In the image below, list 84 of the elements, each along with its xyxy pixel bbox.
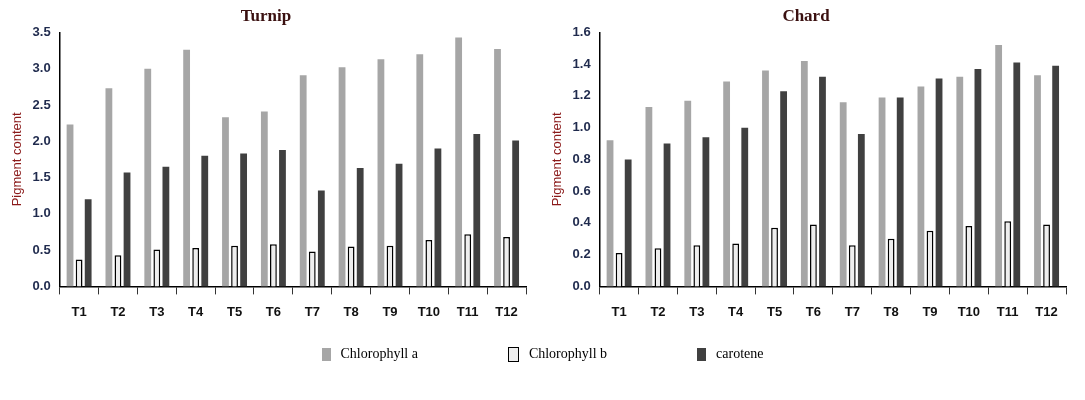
y-tick-label: 3.5 [32, 23, 51, 39]
x-tick-label: T2 [110, 303, 126, 319]
x-tick-label: T10 [957, 303, 981, 319]
bar [624, 159, 632, 287]
x-tick-label: T11 [996, 303, 1019, 319]
bar [857, 134, 865, 287]
bar [800, 60, 808, 287]
y-tick-label: 1.5 [32, 169, 51, 185]
bar [1013, 62, 1021, 287]
x-tick-label: T10 [417, 303, 441, 319]
bar [1052, 65, 1060, 287]
bar [995, 45, 1003, 287]
y-tick-label: 1.6 [572, 23, 591, 39]
bar [780, 91, 788, 287]
bar [723, 81, 731, 287]
y-tick-label: 0.8 [572, 150, 591, 166]
bar [279, 149, 286, 287]
chart-title: Chard [782, 5, 831, 25]
bar [684, 100, 692, 287]
x-tick-label: T5 [226, 303, 243, 319]
legend-label: carotene [716, 346, 764, 362]
y-tick-label: 0.5 [32, 241, 51, 257]
y-tick-label: 1.0 [572, 119, 591, 135]
y-tick-label: 0.4 [572, 214, 592, 230]
x-tick-label: T3 [149, 303, 165, 319]
y-tick-label: 1.2 [572, 87, 591, 103]
x-tick-label: T2 [650, 303, 666, 319]
bar [455, 37, 463, 287]
bar [240, 153, 248, 287]
bar [162, 166, 170, 287]
y-tick-label: 0.0 [572, 277, 591, 293]
x-tick-label: T12 [495, 303, 518, 319]
bar [473, 134, 481, 287]
x-tick-label: T5 [766, 303, 783, 319]
bar [819, 76, 826, 287]
y-tick-label: 3.0 [32, 60, 51, 76]
x-tick-label: T7 [304, 303, 320, 319]
chart-title: Turnip [240, 5, 292, 25]
bar [839, 102, 847, 287]
bar [1034, 75, 1041, 287]
bar [299, 75, 307, 287]
bar [183, 49, 191, 287]
bar [201, 155, 209, 287]
bar [702, 137, 710, 287]
x-tick-label: T12 [1035, 303, 1058, 319]
legend-label: Chlorophyll b [528, 346, 608, 362]
x-tick-label: T4 [188, 303, 205, 319]
bar [105, 88, 113, 287]
bar [494, 49, 501, 287]
bar [144, 68, 152, 287]
bar [260, 111, 268, 287]
y-tick-label: 0.2 [572, 246, 591, 262]
bar [896, 97, 904, 287]
bar [512, 140, 520, 287]
legend-label: Chlorophyll a [340, 346, 418, 362]
x-tick-label: T6 [805, 303, 821, 319]
bar [741, 127, 749, 287]
bar [416, 54, 424, 287]
x-tick-label: T11 [456, 303, 479, 319]
y-tick-label: 1.4 [572, 55, 592, 71]
y-tick-label: 0.0 [32, 277, 51, 293]
bar [762, 70, 769, 287]
y-tick-label: 1.0 [32, 205, 51, 221]
y-tick-label: 2.0 [32, 132, 51, 148]
bar [84, 199, 92, 287]
y-axis-title: Pigment content [9, 112, 25, 207]
y-axis-title: Pigment content [549, 112, 565, 207]
y-tick-label: 0.6 [572, 182, 591, 198]
x-tick-label: T9 [382, 303, 398, 319]
bar [956, 76, 964, 287]
x-tick-label: T8 [883, 303, 899, 319]
x-tick-label: T3 [689, 303, 705, 319]
x-tick-label: T8 [343, 303, 359, 319]
x-tick-label: T9 [922, 303, 938, 319]
x-tick-label: T1 [611, 303, 627, 319]
x-tick-label: T6 [265, 303, 281, 319]
x-tick-label: T1 [71, 303, 87, 319]
x-tick-label: T7 [844, 303, 860, 319]
bar [222, 117, 229, 287]
bar [356, 168, 364, 287]
bar [317, 190, 325, 287]
x-tick-label: T4 [728, 303, 745, 319]
y-tick-label: 2.5 [32, 96, 51, 112]
bar [645, 107, 653, 287]
